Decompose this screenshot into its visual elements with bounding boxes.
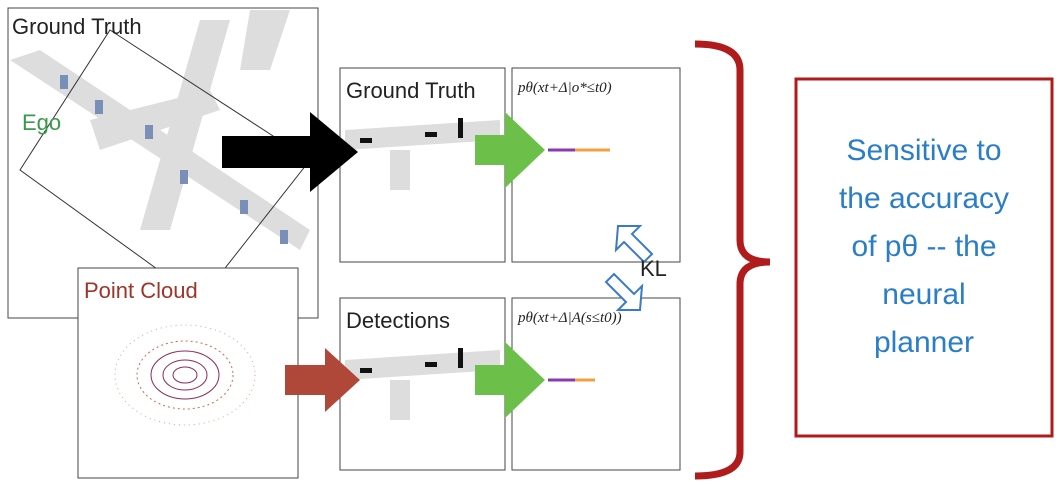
ego-label: Ego [22, 110, 61, 135]
callout-line: of pθ -- the [851, 230, 996, 263]
map-title: Ground Truth [12, 14, 142, 39]
formula: pθ(xt+Δ|A(s≤t0)) [517, 310, 622, 326]
diagram: Ground Truth Ego Point Cloud Ground Trut… [0, 0, 1058, 485]
kl-label: KL [640, 256, 667, 281]
point-cloud-title: Point Cloud [84, 278, 198, 303]
panel-title: Detections [346, 308, 450, 333]
panel-title: Ground Truth [346, 78, 476, 103]
brace [695, 44, 770, 476]
gt-prediction-panel [512, 68, 680, 262]
callout-line: planner [874, 326, 974, 359]
callout-line: the accuracy [839, 182, 1009, 215]
callout-line: Sensitive to [846, 134, 1001, 167]
callout-line: neural [882, 278, 965, 311]
formula: pθ(xt+Δ|o*≤t0) [517, 80, 612, 96]
